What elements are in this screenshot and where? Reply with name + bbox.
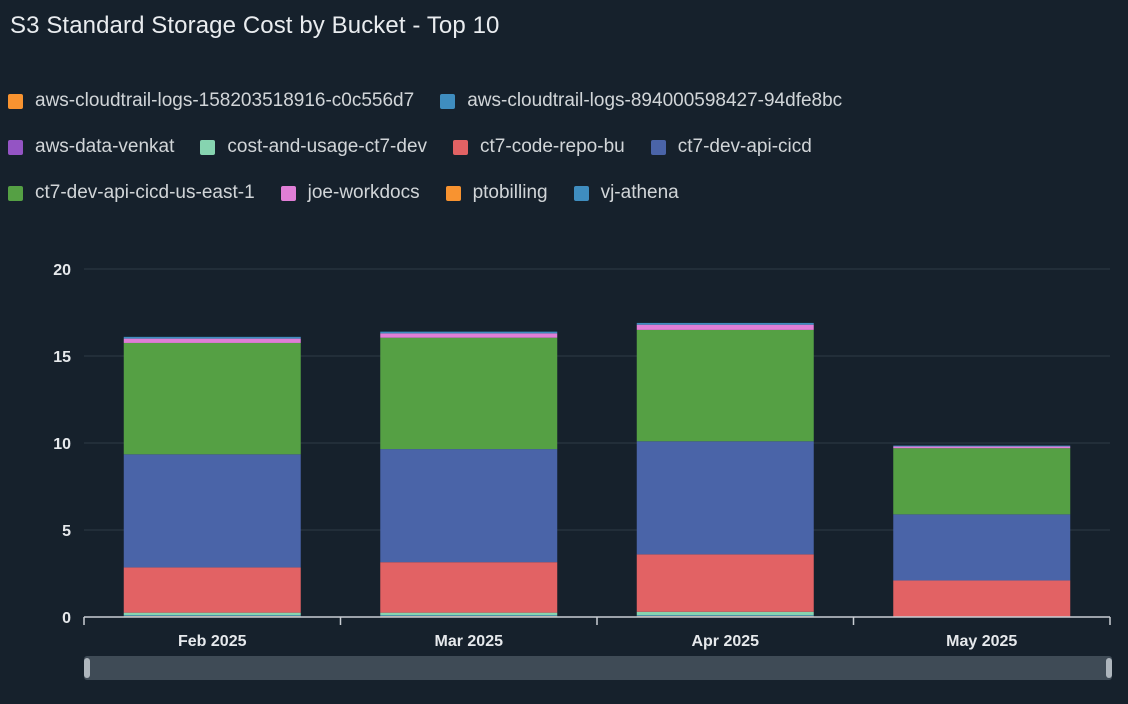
- bar-segment: [380, 562, 558, 613]
- bar-segment: [636, 611, 814, 616]
- legend-row: ct7-dev-api-cicd-us-east-1 joe-workdocs pt…: [8, 170, 1118, 216]
- y-tick-label: 0: [62, 610, 71, 627]
- legend-item[interactable]: ct7-dev-api-cicd-us-east-1: [8, 182, 255, 204]
- legend-label: aws-cloudtrail-logs-158203518916-c0c556d…: [35, 90, 415, 111]
- legend-label: joe-workdocs: [307, 182, 420, 203]
- legend-swatch: [200, 139, 216, 155]
- scrollbar-right-handle[interactable]: [1106, 658, 1112, 678]
- chart-legend: aws-cloudtrail-logs-158203518916-c0c556d…: [8, 78, 1118, 216]
- legend-row: aws-cloudtrail-logs-158203518916-c0c556d…: [8, 78, 1118, 124]
- x-tick-label: Apr 2025: [691, 633, 759, 650]
- legend-item[interactable]: aws-cloudtrail-logs-894000598427-94dfe8b…: [440, 90, 842, 112]
- x-tick-label: Mar 2025: [435, 633, 504, 650]
- bar-segment: [380, 612, 558, 616]
- legend-item[interactable]: aws-data-venkat: [8, 136, 174, 158]
- chart-scrollbar[interactable]: [84, 656, 1112, 680]
- y-tick-label: 15: [53, 349, 71, 366]
- bar-segment: [123, 454, 301, 568]
- bar-segment: [636, 441, 814, 555]
- legend-item[interactable]: joe-workdocs: [280, 182, 420, 204]
- legend-label: ct7-dev-api-cicd: [677, 136, 812, 157]
- y-tick-label: 20: [53, 262, 71, 279]
- legend-item[interactable]: ptobilling: [445, 182, 548, 204]
- legend-label: aws-cloudtrail-logs-894000598427-94dfe8b…: [467, 90, 843, 111]
- legend-row: aws-data-venkat cost-and-usage-ct7-dev ct7…: [8, 124, 1118, 170]
- bar-segment: [893, 448, 1071, 515]
- legend-swatch: [453, 139, 469, 155]
- bar-segment: [893, 446, 1071, 449]
- legend-label: aws-data-venkat: [35, 136, 175, 157]
- bar-segment: [893, 580, 1071, 617]
- legend-swatch: [650, 139, 666, 155]
- bar-segment: [123, 567, 301, 613]
- legend-swatch: [8, 93, 23, 109]
- legend-swatch: [8, 139, 23, 155]
- legend-item[interactable]: aws-cloudtrail-logs-158203518916-c0c556d…: [8, 90, 414, 112]
- bar-segment: [380, 331, 558, 334]
- bar-segment: [380, 333, 558, 338]
- y-tick-label: 10: [53, 436, 71, 453]
- scrollbar-left-handle[interactable]: [84, 658, 90, 678]
- bar-segment: [123, 615, 301, 617]
- y-tick-label: 5: [62, 523, 71, 540]
- bar-segment: [636, 324, 814, 330]
- legend-swatch: [280, 185, 296, 201]
- x-tick-label: May 2025: [946, 633, 1017, 650]
- chart-title: S3 Standard Storage Cost by Bucket - Top…: [10, 12, 500, 39]
- legend-label: cost-and-usage-ct7-dev: [227, 136, 428, 157]
- legend-swatch: [8, 185, 23, 201]
- legend-label: vj-athena: [600, 182, 679, 203]
- bar-segment: [380, 449, 558, 563]
- bar-segment: [123, 342, 301, 455]
- bar-segment: [636, 329, 814, 442]
- bar-segment: [636, 554, 814, 612]
- bar-segment: [123, 338, 301, 343]
- bar-segment: [893, 514, 1071, 581]
- bar-segment: [636, 322, 814, 325]
- legend-label: ct7-code-repo-bu: [480, 136, 625, 157]
- legend-swatch: [440, 93, 456, 109]
- legend-swatch: [445, 185, 461, 201]
- legend-item[interactable]: ct7-code-repo-bu: [453, 136, 625, 158]
- bar-segment: [636, 615, 814, 617]
- x-tick-label: Feb 2025: [178, 633, 247, 650]
- legend-item[interactable]: vj-athena: [573, 182, 679, 204]
- legend-label: ptobilling: [472, 182, 548, 203]
- legend-label: ct7-dev-api-cicd-us-east-1: [35, 182, 255, 203]
- bar-segment: [380, 337, 558, 450]
- legend-item[interactable]: cost-and-usage-ct7-dev: [200, 136, 427, 158]
- legend-item[interactable]: ct7-dev-api-cicd: [650, 136, 812, 158]
- bar-segment: [893, 445, 1071, 447]
- legend-swatch: [573, 185, 589, 201]
- bar-segment: [380, 615, 558, 617]
- bar-segment: [123, 336, 301, 339]
- bar-segment: [123, 612, 301, 616]
